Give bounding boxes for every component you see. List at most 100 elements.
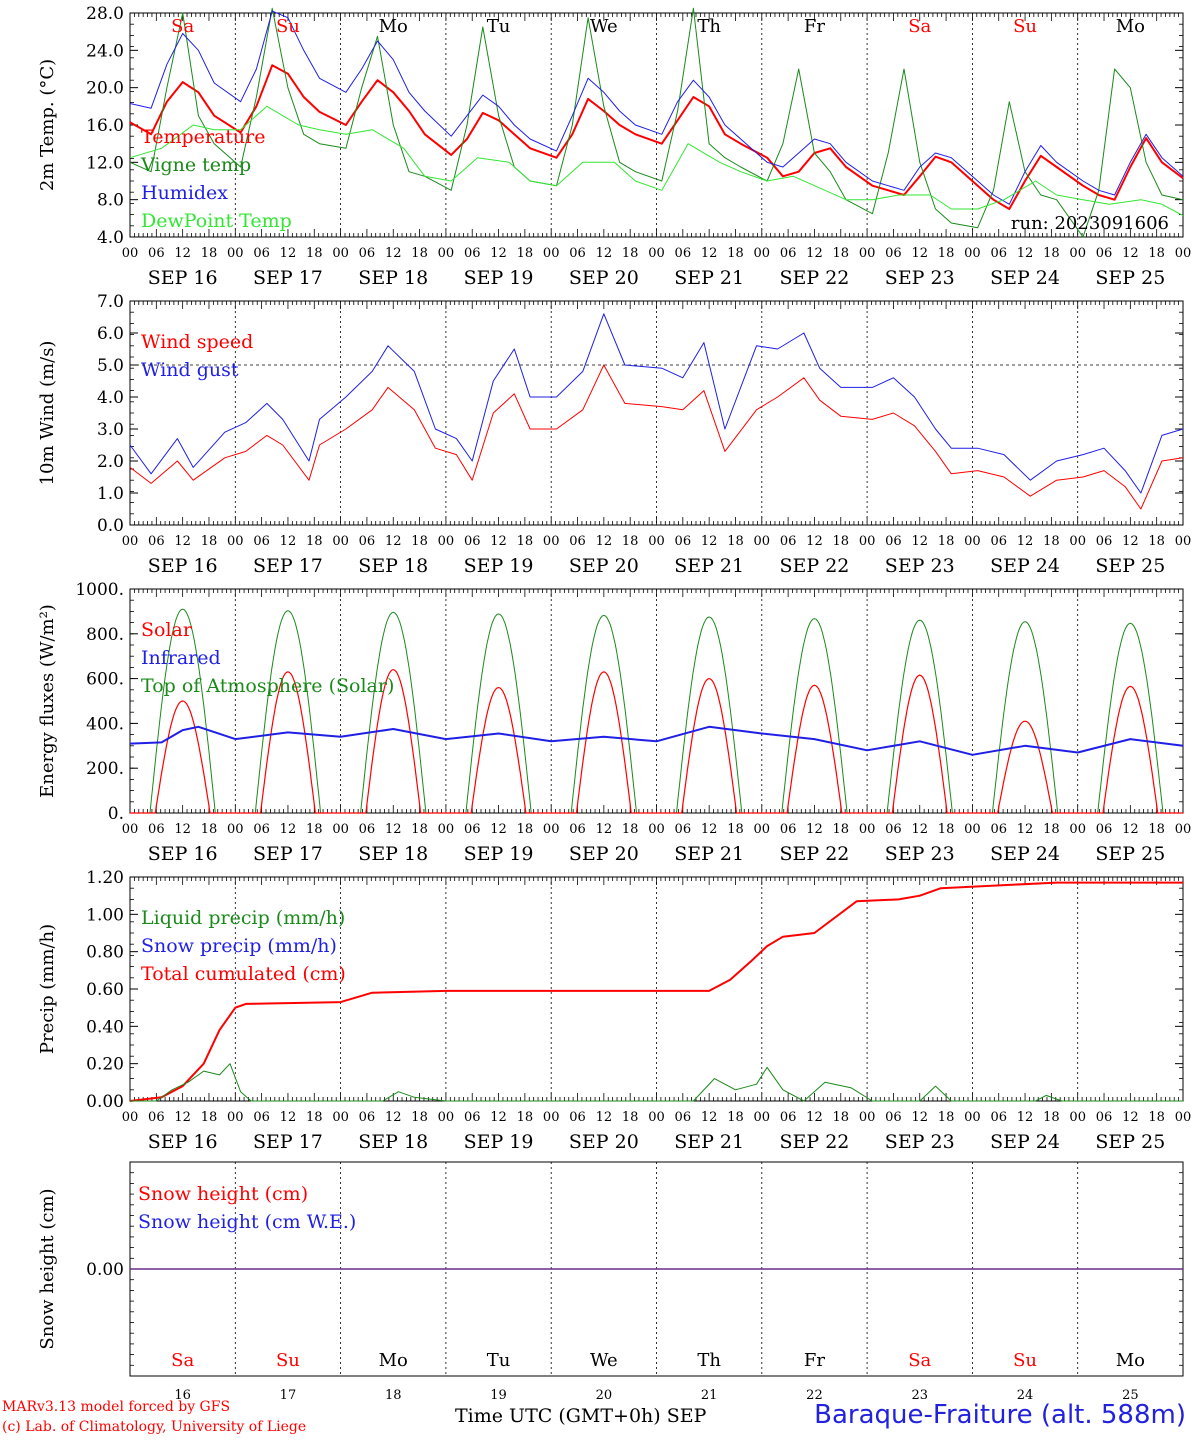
hour-tick-label: 00 xyxy=(1069,1110,1086,1125)
hour-tick-label: 12 xyxy=(1122,246,1139,261)
hour-tick-label: 06 xyxy=(990,1110,1007,1125)
hour-tick-label: 18 xyxy=(1043,534,1060,549)
series-line xyxy=(129,10,1184,205)
date-label: SEP 25 xyxy=(1095,267,1165,289)
weekday-label: Tu xyxy=(487,1350,511,1371)
date-label: SEP 21 xyxy=(674,843,744,865)
hour-tick-label: 12 xyxy=(596,246,613,261)
y-tick-label: 0.60 xyxy=(86,980,124,1000)
series-line xyxy=(129,881,1183,1102)
hour-tick-label: 18 xyxy=(201,1110,218,1125)
date-label: SEP 17 xyxy=(253,267,323,289)
hour-tick-label: 18 xyxy=(517,534,534,549)
hour-tick-label: 18 xyxy=(1043,246,1060,261)
legend-entry: Infrared xyxy=(141,647,221,669)
hour-tick-label: 18 xyxy=(938,822,955,837)
hour-tick-label: 18 xyxy=(833,534,850,549)
hour-tick-label: 18 xyxy=(833,822,850,837)
hour-tick-label: 18 xyxy=(517,246,534,261)
hour-tick-label: 00 xyxy=(438,1110,455,1125)
hour-tick-label: 00 xyxy=(648,534,665,549)
hour-tick-label: 18 xyxy=(833,246,850,261)
hour-tick-label: 12 xyxy=(806,534,823,549)
date-label: SEP 17 xyxy=(253,555,323,577)
y-tick-label: 28.0 xyxy=(86,4,124,24)
hour-tick-label: 12 xyxy=(174,534,191,549)
y-tick-label: 400. xyxy=(86,714,124,734)
hour-tick-label: 06 xyxy=(675,1110,692,1125)
hour-tick-label: 00 xyxy=(332,246,349,261)
hour-tick-label: 00 xyxy=(1069,534,1086,549)
hour-tick-label: 12 xyxy=(1122,822,1139,837)
hour-tick-label: 06 xyxy=(148,1110,165,1125)
y-tick-label: 0. xyxy=(108,804,124,824)
day-number-label: 16 xyxy=(174,1388,191,1403)
hour-tick-label: 00 xyxy=(332,822,349,837)
hour-tick-label: 18 xyxy=(517,1110,534,1125)
hour-tick-label: 00 xyxy=(438,246,455,261)
hour-tick-label: 18 xyxy=(727,246,744,261)
weekday-label: Sa xyxy=(908,1350,931,1371)
series-line xyxy=(129,364,1184,510)
hour-tick-label: 12 xyxy=(280,822,297,837)
date-label: SEP 22 xyxy=(780,555,850,577)
hour-tick-label: 18 xyxy=(833,1110,850,1125)
y-tick-label: 4.0 xyxy=(97,388,124,408)
hour-tick-label: 00 xyxy=(964,534,981,549)
hour-tick-label: 00 xyxy=(964,822,981,837)
y-tick-label: 800. xyxy=(86,625,124,645)
hour-tick-label: 00 xyxy=(438,822,455,837)
hour-tick-label: 06 xyxy=(569,246,586,261)
hour-tick-label: 06 xyxy=(885,534,902,549)
hour-tick-label: 12 xyxy=(1122,1110,1139,1125)
date-label: SEP 19 xyxy=(464,555,534,577)
weekday-label: Su xyxy=(276,16,300,37)
hour-tick-label: 12 xyxy=(490,1110,507,1125)
y-tick-label: 0.00 xyxy=(86,1092,124,1112)
hour-tick-label: 06 xyxy=(990,246,1007,261)
hour-tick-label: 12 xyxy=(385,534,402,549)
weekday-label: Mo xyxy=(379,16,408,37)
series-line xyxy=(129,7,1184,238)
date-label: SEP 20 xyxy=(569,555,639,577)
weekday-label: Fr xyxy=(804,16,825,37)
legend-entry: Temperature xyxy=(141,126,265,148)
hour-tick-label: 06 xyxy=(780,534,797,549)
hour-tick-label: 12 xyxy=(1017,1110,1034,1125)
date-label: SEP 19 xyxy=(464,267,534,289)
hour-tick-label: 18 xyxy=(727,534,744,549)
series-line xyxy=(130,1063,1183,1102)
date-label: SEP 22 xyxy=(780,843,850,865)
weekday-label: Sa xyxy=(171,1350,194,1371)
date-label: SEP 20 xyxy=(569,843,639,865)
x-axis-title: Time UTC (GMT+0h) SEP xyxy=(455,1405,707,1427)
hour-tick-label: 18 xyxy=(306,822,323,837)
date-label: SEP 16 xyxy=(148,843,218,865)
date-label: SEP 21 xyxy=(674,267,744,289)
date-label: SEP 18 xyxy=(358,843,428,865)
hour-tick-label: 12 xyxy=(911,822,928,837)
hour-tick-label: 06 xyxy=(780,246,797,261)
hour-tick-label: 12 xyxy=(174,1110,191,1125)
legend-entry: Wind speed xyxy=(141,331,253,353)
hour-tick-label: 12 xyxy=(911,1110,928,1125)
hour-tick-label: 18 xyxy=(1148,1110,1165,1125)
date-label: SEP 18 xyxy=(358,1131,428,1153)
date-label: SEP 25 xyxy=(1095,843,1165,865)
hour-tick-label: 06 xyxy=(359,246,376,261)
hour-tick-label: 06 xyxy=(780,1110,797,1125)
hour-tick-label: 18 xyxy=(517,822,534,837)
hour-tick-label: 06 xyxy=(1096,246,1113,261)
hour-tick-label: 12 xyxy=(174,246,191,261)
hour-tick-label: 12 xyxy=(1017,822,1034,837)
hour-tick-label: 12 xyxy=(701,246,718,261)
hour-tick-label: 18 xyxy=(727,822,744,837)
hour-tick-label: 18 xyxy=(411,246,428,261)
legend-entry: Humidex xyxy=(141,182,228,204)
hour-tick-label: 12 xyxy=(385,1110,402,1125)
hour-tick-label: 18 xyxy=(727,1110,744,1125)
hour-tick-label: 06 xyxy=(253,534,270,549)
date-label: SEP 22 xyxy=(780,267,850,289)
y-tick-label: 5.0 xyxy=(97,356,124,376)
day-number-label: 20 xyxy=(596,1388,613,1403)
